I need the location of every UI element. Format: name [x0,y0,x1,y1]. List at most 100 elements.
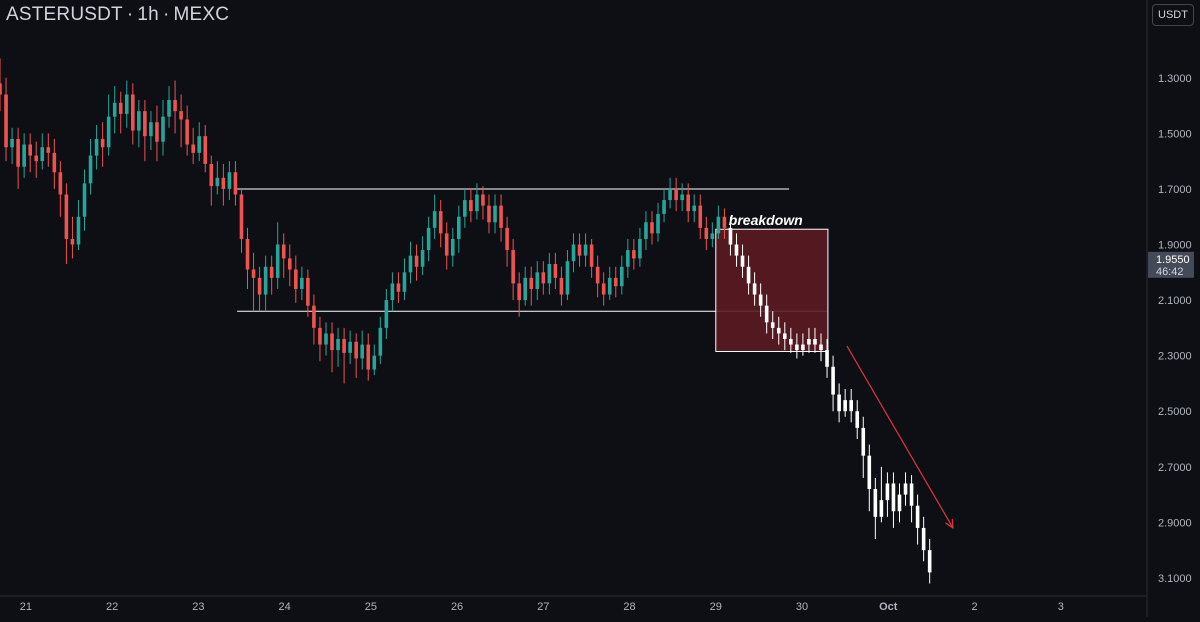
candle [668,177,672,209]
candle-body [118,102,123,114]
candle-body [245,238,250,270]
candle-body [209,163,214,187]
candle-body [819,344,823,351]
candle [330,322,334,373]
time-axis[interactable]: 21 22 23 24 25 26 27 28 29 30 Oct 2 3 [20,601,1064,613]
candle [632,238,636,270]
candle [493,194,497,234]
projection-candle [897,483,902,523]
projection-candle [849,388,853,423]
candle [680,183,684,212]
candle-body [179,111,183,120]
candle-body [577,244,582,256]
candle-body [52,152,57,173]
candle-body [432,211,437,228]
candle-body [64,194,69,239]
candle [312,294,316,345]
projection-candle [789,327,793,353]
candle [58,161,63,217]
candle-body [227,172,232,189]
candle [619,255,624,295]
candle-body [782,333,787,339]
projection-candle [903,472,908,506]
candle-body [112,102,117,117]
candle-body [34,155,39,162]
candle-body [16,138,20,167]
candle-body [825,350,829,367]
candle [257,266,262,312]
candle-body [185,119,189,145]
candle [251,252,256,312]
candle-body [457,216,461,239]
candle [281,233,286,278]
price-axis[interactable]: 1.10001.30001.50001.70001.90002.10002.30… [1158,17,1192,585]
chart-title: ASTERUSDT · 1h · MEXC [6,4,229,26]
interval-label[interactable]: 1h [137,4,159,25]
price-tick-label: 1.3000 [1158,73,1192,85]
candle-body [46,147,51,153]
candle-body [239,194,244,239]
candle [348,330,352,364]
candle [638,227,642,267]
candle-body [831,366,835,395]
price-tick-label: 3.1000 [1158,573,1192,585]
candle-body [215,177,220,187]
candle-body [390,283,395,301]
candle [583,233,588,267]
candle-body [921,527,926,551]
candle [692,194,697,223]
candle [336,327,340,367]
candle-body [4,94,8,148]
candle-body [734,244,739,256]
candle-body [885,483,890,501]
time-tick-label: 24 [278,601,290,613]
candle [457,205,461,253]
candle [481,186,485,220]
candle-body [837,394,841,412]
price-tick-label: 1.9000 [1158,240,1192,252]
breakdown-box[interactable] [715,228,829,352]
projection-arrow [846,345,954,530]
candle [161,100,165,156]
arrow-shaft[interactable] [846,345,954,529]
candle [143,100,147,162]
currency-badge[interactable]: USDT [1152,4,1194,26]
candle-body [867,455,872,490]
candle-body [269,266,274,278]
candle-body [915,505,920,528]
candle [396,272,401,303]
candle [438,200,443,248]
candle-body [143,111,147,137]
candle-body [28,144,32,156]
candle-body [927,550,932,573]
candle [70,216,75,259]
candle-body [523,277,528,301]
candle-body [354,341,358,359]
candle-body [300,277,304,289]
candle-body [535,272,540,289]
candle [577,233,582,267]
projection-candle [843,388,847,417]
candle [46,133,51,167]
candle-body [257,277,262,295]
candle-body [312,305,316,328]
candle [221,163,226,206]
candle-body [517,283,521,301]
candle-body [632,250,636,259]
projection-candle [758,283,763,317]
candle-body [583,244,588,256]
price-tick-label: 1.7000 [1158,184,1192,196]
candle [318,316,322,362]
candle-body [10,138,14,148]
candle-body [161,116,165,142]
projection-candle [921,516,926,562]
time-tick-label: 23 [192,601,204,613]
candle-body [336,338,340,351]
candle [626,238,630,278]
candle [541,261,546,295]
candle-body [76,216,81,245]
candle-body [40,147,45,162]
candle [269,255,274,295]
